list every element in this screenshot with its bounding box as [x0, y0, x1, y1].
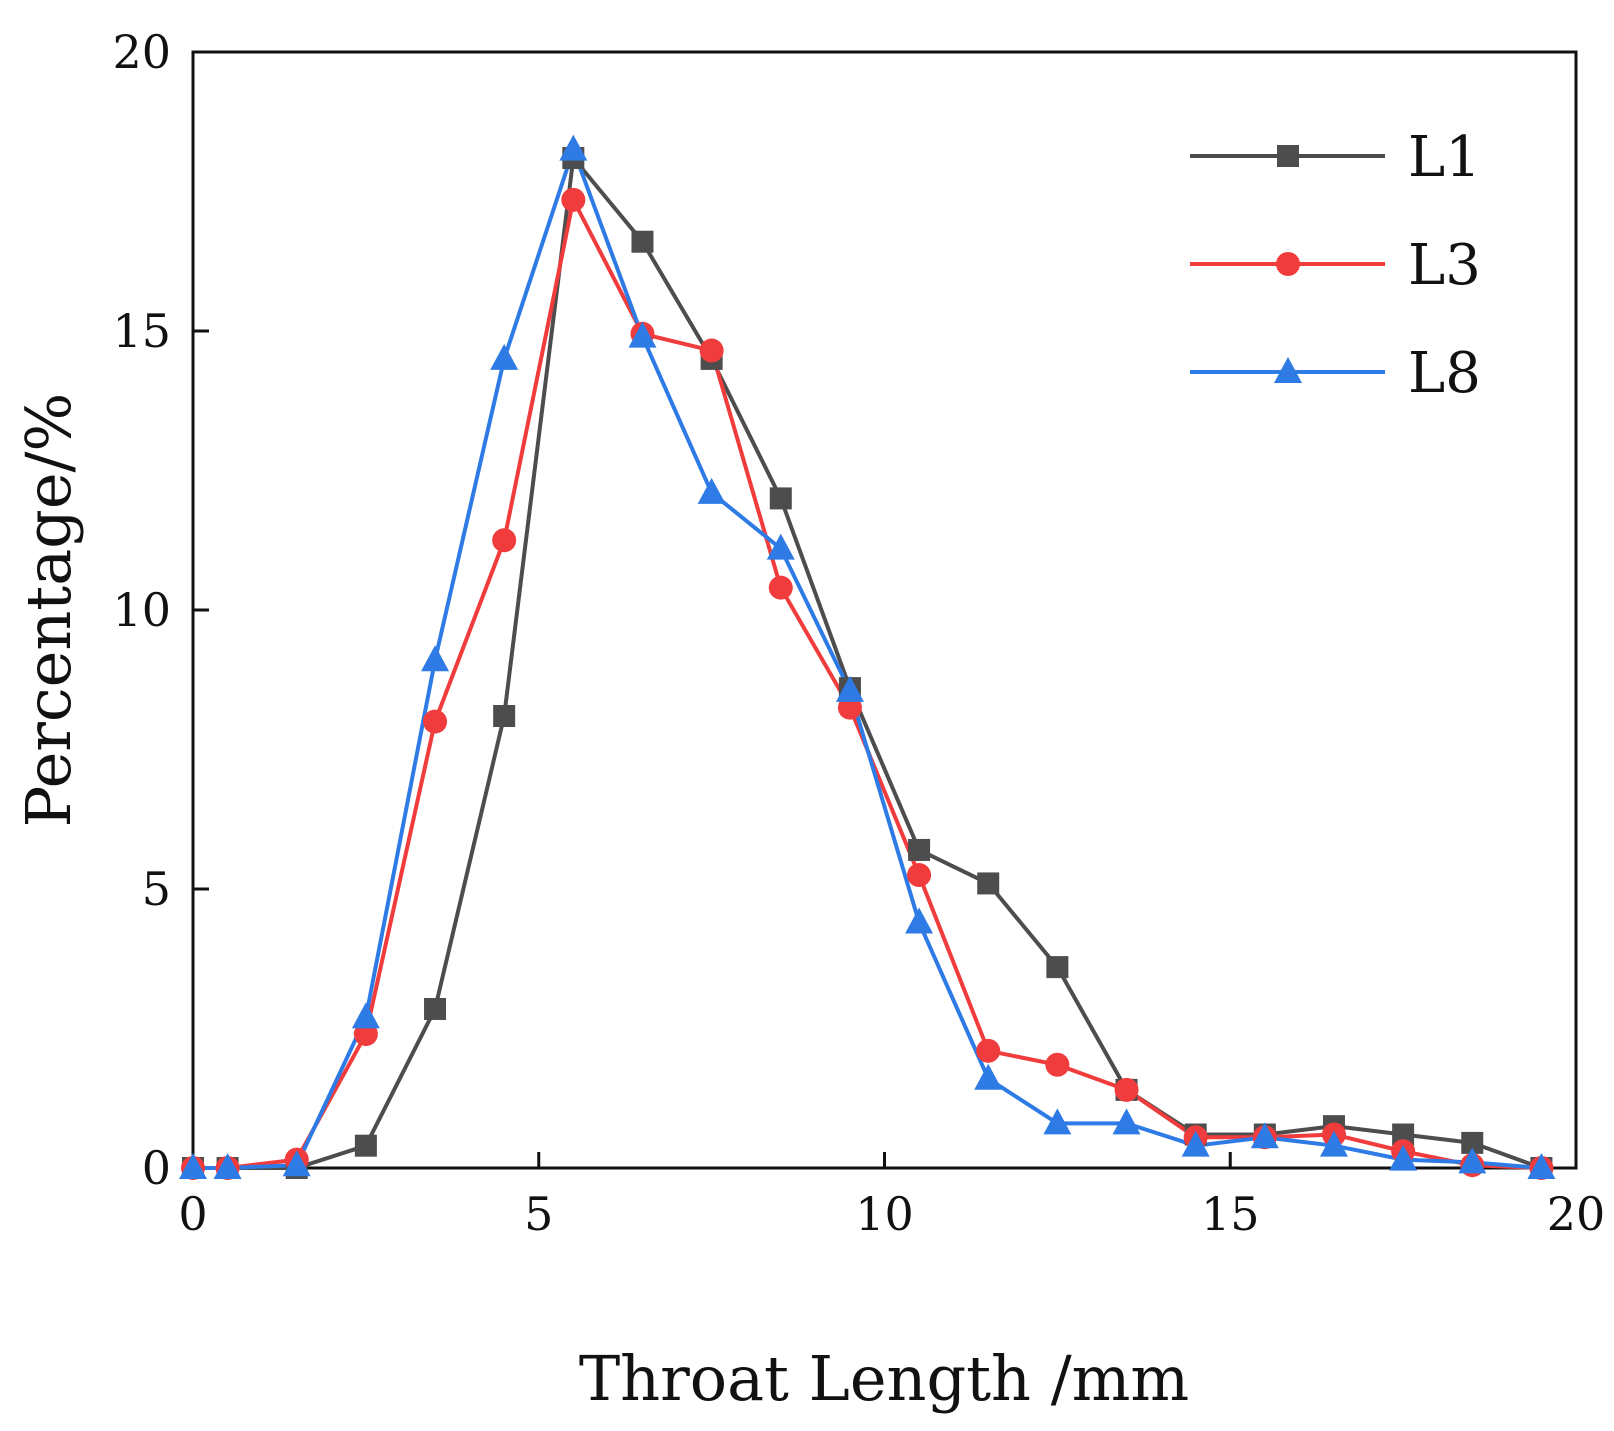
- y-tick-label: 10: [112, 583, 171, 637]
- data-point-l1: [1461, 1131, 1484, 1154]
- legend: L1 L3 L8: [1190, 125, 1481, 406]
- data-point-l1: [1046, 956, 1069, 979]
- data-point-l8: [421, 645, 450, 672]
- data-point-l8: [697, 477, 726, 504]
- data-point-l8: [628, 321, 657, 348]
- data-point-l8: [974, 1063, 1003, 1090]
- data-point-l8: [905, 907, 934, 934]
- data-point-l8: [559, 134, 588, 161]
- x-tick-label: 20: [1547, 1187, 1606, 1241]
- data-point-l8: [1112, 1108, 1141, 1135]
- series-line-l3: [193, 197, 1542, 1170]
- legend-marker-l1: [1277, 145, 1299, 167]
- x-tick-label: 15: [1201, 1187, 1260, 1241]
- legend-marker-l3: [1276, 252, 1300, 276]
- data-point-l8: [835, 675, 864, 702]
- data-point-l8: [1389, 1144, 1418, 1171]
- y-axis-title: Percentage/%: [12, 393, 85, 828]
- series-markers: [179, 134, 1556, 1180]
- data-point-l3: [492, 528, 517, 553]
- data-point-l3: [699, 338, 724, 363]
- data-point-l8: [1319, 1130, 1348, 1157]
- x-tick-label: 5: [524, 1187, 553, 1241]
- data-point-l1: [424, 997, 447, 1020]
- data-point-l3: [768, 575, 793, 600]
- legend-label-l8: L8: [1408, 341, 1481, 406]
- data-point-l1: [354, 1134, 377, 1157]
- data-point-l8: [1527, 1153, 1556, 1179]
- data-point-l3: [1045, 1052, 1070, 1077]
- x-tick-label: 10: [855, 1187, 914, 1241]
- series-lines: [193, 147, 1543, 1170]
- ticks: 0 5 10 15 20 0 5 10 15 20: [112, 25, 1605, 1241]
- y-tick-label: 5: [142, 862, 171, 916]
- x-tick-label: 0: [178, 1187, 207, 1241]
- y-tick-label: 20: [112, 25, 171, 79]
- data-point-l1: [977, 872, 1000, 895]
- data-point-l1: [908, 838, 931, 861]
- series-line-l1: [193, 156, 1543, 1170]
- data-point-l8: [1250, 1122, 1279, 1149]
- data-point-l3: [1114, 1077, 1139, 1102]
- data-point-l1: [1392, 1123, 1415, 1146]
- x-axis-title: Throat Length /mm: [579, 1342, 1189, 1415]
- data-point-l8: [282, 1150, 311, 1177]
- data-point-l1: [769, 487, 792, 510]
- data-point-l8: [179, 1153, 207, 1179]
- data-point-l8: [1181, 1130, 1210, 1157]
- legend-label-l3: L3: [1408, 233, 1481, 298]
- data-point-l8: [490, 343, 519, 370]
- plot-frame: [191, 50, 1578, 1170]
- data-point-l8: [351, 1002, 380, 1029]
- data-point-l3: [561, 187, 586, 212]
- data-point-l1: [631, 230, 654, 253]
- data-point-l8: [766, 533, 795, 560]
- data-point-l1: [493, 705, 516, 728]
- data-point-l3: [976, 1038, 1001, 1063]
- data-point-l8: [1043, 1108, 1072, 1135]
- data-point-l3: [907, 863, 932, 888]
- y-tick-label: 0: [142, 1141, 171, 1195]
- data-point-l8: [213, 1153, 242, 1179]
- y-tick-label: 15: [112, 304, 171, 358]
- legend-marker-l8: [1274, 357, 1302, 383]
- data-point-l8: [1458, 1147, 1487, 1174]
- series-line-l8: [193, 147, 1542, 1170]
- legend-label-l1: L1: [1408, 125, 1481, 190]
- data-point-l3: [423, 709, 448, 734]
